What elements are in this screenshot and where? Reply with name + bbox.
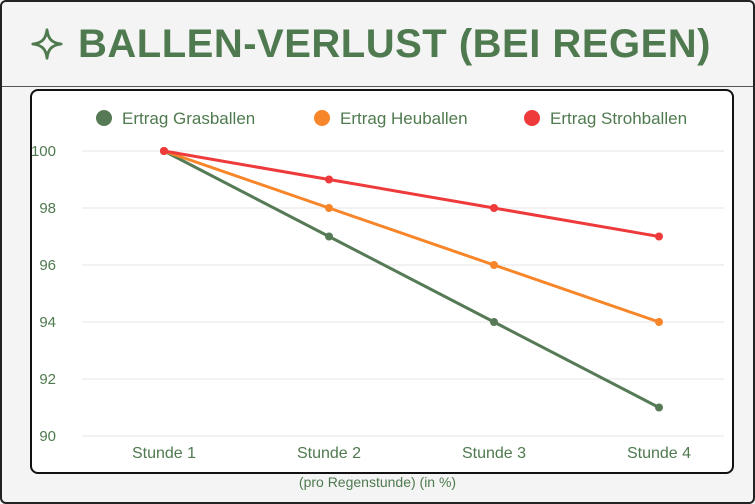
x-tick-label: Stunde 3 bbox=[462, 445, 526, 462]
x-axis-caption: (pro Regenstunde) (in %) bbox=[298, 474, 457, 490]
y-tick-label: 94 bbox=[39, 314, 56, 331]
chart-panel: 90 92 94 96 98 100 Stunde 1 Stunde 2 Stunde 3 Stu… bbox=[30, 89, 734, 474]
series-line bbox=[163, 149, 660, 238]
sparkle-star-icon bbox=[31, 28, 63, 60]
y-tick-label: 92 bbox=[39, 371, 56, 388]
data-point bbox=[490, 204, 498, 212]
header-bar: BALLEN-VERLUST (BEI REGEN) bbox=[2, 2, 753, 87]
data-point bbox=[655, 318, 663, 326]
x-tick-label: Stunde 2 bbox=[297, 445, 361, 462]
legend-label: Ertrag Strohballen bbox=[550, 109, 687, 128]
data-point bbox=[655, 403, 663, 412]
data-point bbox=[325, 175, 333, 184]
line-chart: 90 92 94 96 98 100 Stunde 1 Stunde 2 Stunde 3 Stu… bbox=[31, 109, 724, 462]
y-tick-label: 98 bbox=[39, 200, 56, 217]
data-point bbox=[655, 232, 663, 241]
legend-label: Ertrag Grasballen bbox=[122, 109, 255, 128]
data-point bbox=[325, 204, 333, 212]
series-line bbox=[163, 149, 660, 324]
data-point bbox=[490, 318, 498, 326]
page-title: BALLEN-VERLUST (BEI REGEN) bbox=[78, 21, 711, 66]
legend-label: Ertrag Heuballen bbox=[340, 109, 468, 128]
legend-marker bbox=[96, 110, 112, 126]
data-point bbox=[325, 232, 333, 241]
y-tick-label: 100 bbox=[32, 143, 56, 160]
legend-marker bbox=[524, 110, 540, 126]
data-point bbox=[160, 147, 168, 155]
data-point bbox=[490, 261, 498, 269]
series-line bbox=[163, 149, 660, 409]
y-tick-label: 96 bbox=[39, 257, 56, 274]
x-tick-label: Stunde 4 bbox=[627, 445, 691, 462]
y-tick-label: 90 bbox=[39, 428, 56, 445]
legend-marker bbox=[314, 110, 330, 126]
x-tick-label: Stunde 1 bbox=[132, 445, 196, 462]
